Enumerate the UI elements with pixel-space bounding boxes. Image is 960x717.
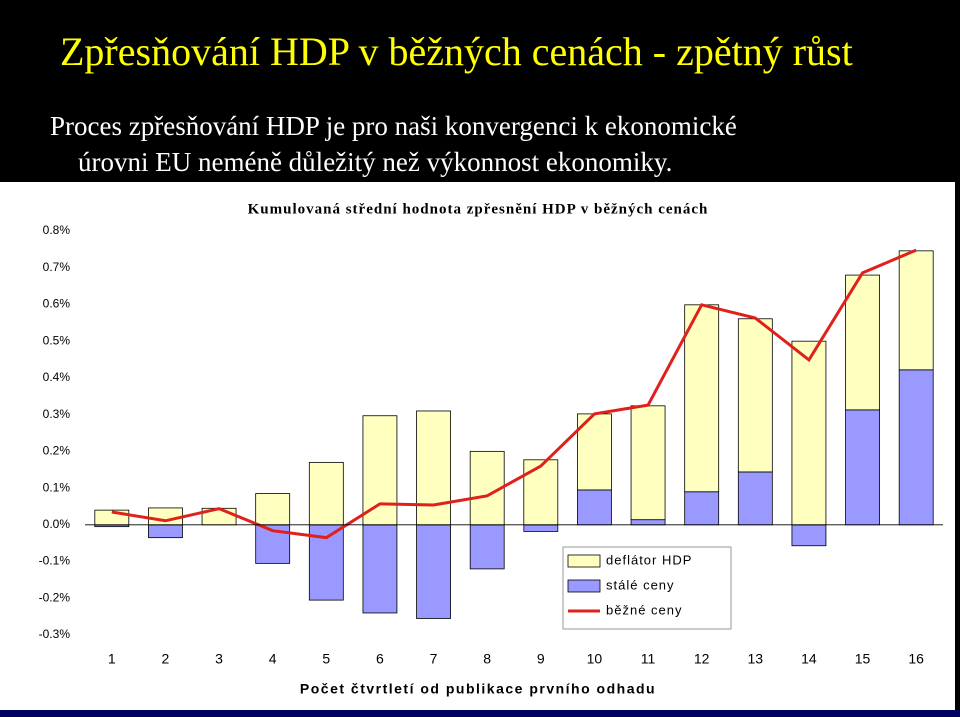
bar xyxy=(791,340,827,526)
line-series xyxy=(111,248,917,540)
x-tick-label: 13 xyxy=(748,651,764,667)
bar xyxy=(737,318,773,473)
slide-title: Zpřesňování HDP v běžných cenách - zpětn… xyxy=(60,29,853,74)
slide-text: úrovni EU neméně důležitý než výkonnost … xyxy=(78,147,672,177)
y-tick-label: 0.2% xyxy=(43,444,71,458)
x-tick-label: 9 xyxy=(537,651,545,667)
chart-title: Kumulovaná střední hodnota zpřesnění HDP… xyxy=(248,201,709,217)
x-tick-label: 8 xyxy=(483,651,491,667)
legend-label: stálé ceny xyxy=(606,577,675,592)
bar xyxy=(255,493,291,526)
y-tick-label: 0.8% xyxy=(43,223,71,237)
y-tick-label: 0.1% xyxy=(43,480,71,494)
bar xyxy=(362,415,398,526)
x-tick-label: 5 xyxy=(322,651,330,667)
x-tick-label: 6 xyxy=(376,651,384,667)
bar xyxy=(898,369,934,526)
slide-text: Proces zpřesňování HDP je pro naši konve… xyxy=(50,111,737,141)
x-tick-label: 12 xyxy=(694,651,710,667)
bar xyxy=(684,491,720,526)
bar xyxy=(362,524,398,614)
bar xyxy=(308,461,344,526)
x-tick-label: 1 xyxy=(108,651,116,667)
y-tick-label: -0.1% xyxy=(39,554,71,568)
bar xyxy=(523,459,559,526)
y-tick-label: 0.0% xyxy=(43,517,71,531)
bar xyxy=(577,489,612,526)
x-tick-label: 11 xyxy=(641,651,656,667)
bar xyxy=(630,519,666,526)
bar xyxy=(469,524,505,570)
y-tick-label: 0.4% xyxy=(43,370,71,384)
x-tick-label: 7 xyxy=(430,651,438,667)
bar xyxy=(791,524,827,547)
x-tick-label: 3 xyxy=(215,651,223,667)
y-tick-label: 0.7% xyxy=(43,260,71,274)
bar xyxy=(469,450,505,526)
bar xyxy=(845,274,880,411)
y-tick-label: -0.3% xyxy=(39,627,71,641)
x-tick-label: 2 xyxy=(162,651,170,667)
legend-swatch xyxy=(567,554,601,568)
x-tick-label: 4 xyxy=(269,651,277,667)
bar xyxy=(684,304,720,493)
x-tick-label: 14 xyxy=(801,651,817,667)
x-tick-label: 16 xyxy=(908,651,924,667)
bar xyxy=(416,524,451,619)
x-tick-label: 10 xyxy=(587,651,603,667)
y-tick-label: 0.5% xyxy=(43,333,71,347)
legend-label: běžné ceny xyxy=(606,602,683,617)
x-tick-label: 15 xyxy=(855,651,871,667)
bottom-strip xyxy=(0,710,960,717)
bar xyxy=(523,524,559,532)
bar xyxy=(416,410,451,526)
legend-swatch xyxy=(567,579,601,593)
y-tick-label: -0.2% xyxy=(39,590,71,604)
bar xyxy=(148,524,183,539)
bar xyxy=(845,409,880,526)
y-tick-label: 0.6% xyxy=(43,297,71,311)
bar xyxy=(630,405,666,521)
legend-label: deflátor HDP xyxy=(606,552,692,567)
y-tick-label: 0.3% xyxy=(43,407,71,421)
bar xyxy=(898,250,934,371)
x-axis-label: Počet čtvrtletí od publikace prvního odh… xyxy=(300,681,656,697)
bar xyxy=(737,471,773,526)
